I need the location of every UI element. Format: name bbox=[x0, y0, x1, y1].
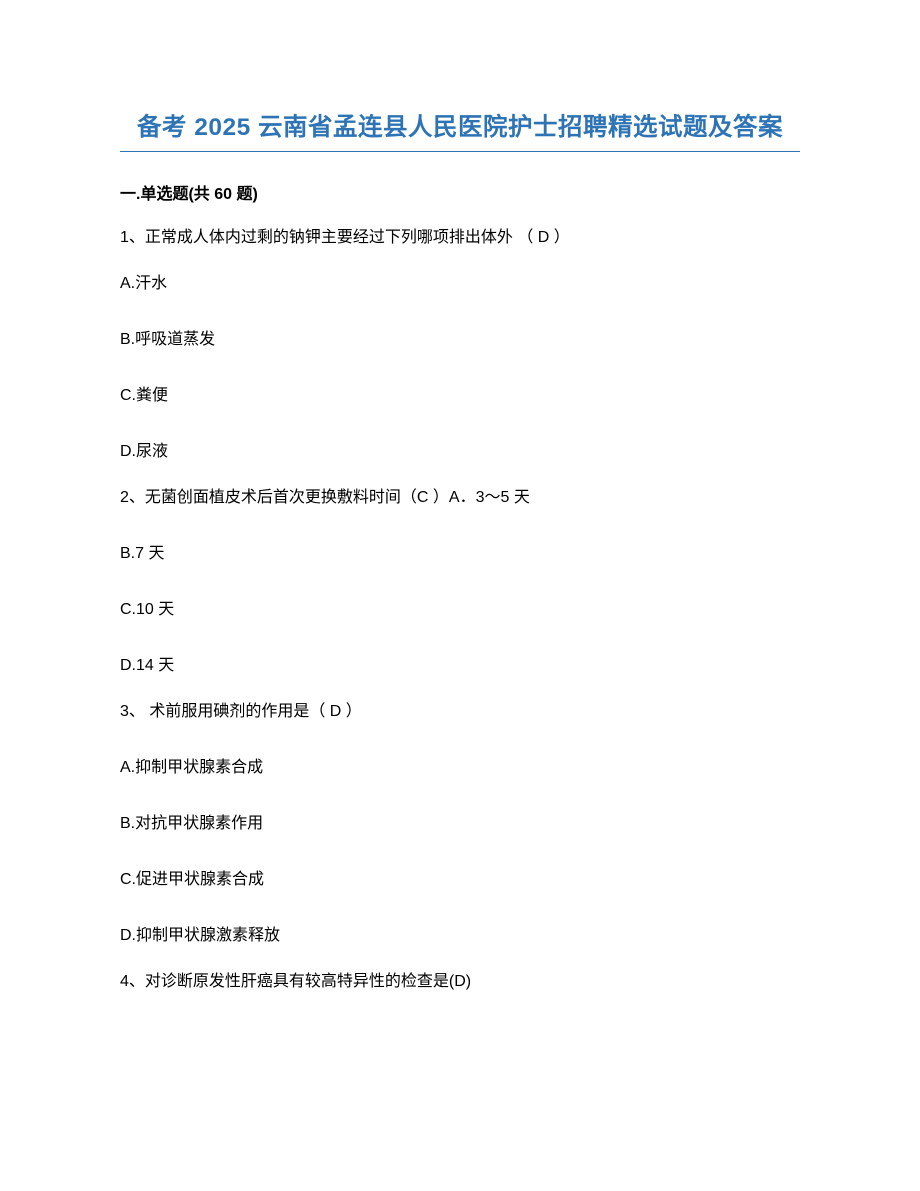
question-option: B.7 天 bbox=[120, 542, 800, 566]
question-option: A.汗水 bbox=[120, 272, 800, 296]
question-option: D.抑制甲状腺激素释放 bbox=[120, 924, 800, 948]
question-option: A.抑制甲状腺素合成 bbox=[120, 756, 800, 780]
section-header: 一.单选题(共 60 题) bbox=[120, 180, 800, 204]
question-stem: 1、正常成人体内过剩的钠钾主要经过下列哪项排出体外 （ D ） bbox=[120, 226, 800, 250]
question-option: C.10 天 bbox=[120, 598, 800, 622]
question-option: D.尿液 bbox=[120, 440, 800, 464]
document-page: 备考 2025 云南省孟连县人民医院护士招聘精选试题及答案 一.单选题(共 60… bbox=[0, 0, 920, 994]
question-stem: 3、 术前服用碘剂的作用是（ D ） bbox=[120, 700, 800, 724]
page-title: 备考 2025 云南省孟连县人民医院护士招聘精选试题及答案 bbox=[120, 108, 800, 152]
question-option: B.对抗甲状腺素作用 bbox=[120, 812, 800, 836]
question-option: C.促进甲状腺素合成 bbox=[120, 868, 800, 892]
question-stem: 4、对诊断原发性肝癌具有较高特异性的检查是(D) bbox=[120, 970, 800, 994]
question-option: C.粪便 bbox=[120, 384, 800, 408]
question-option: D.14 天 bbox=[120, 654, 800, 678]
question-stem: 2、无菌创面植皮术后首次更换敷料时间（C ）A．3～5 天 bbox=[120, 486, 800, 510]
question-option: B.呼吸道蒸发 bbox=[120, 328, 800, 352]
